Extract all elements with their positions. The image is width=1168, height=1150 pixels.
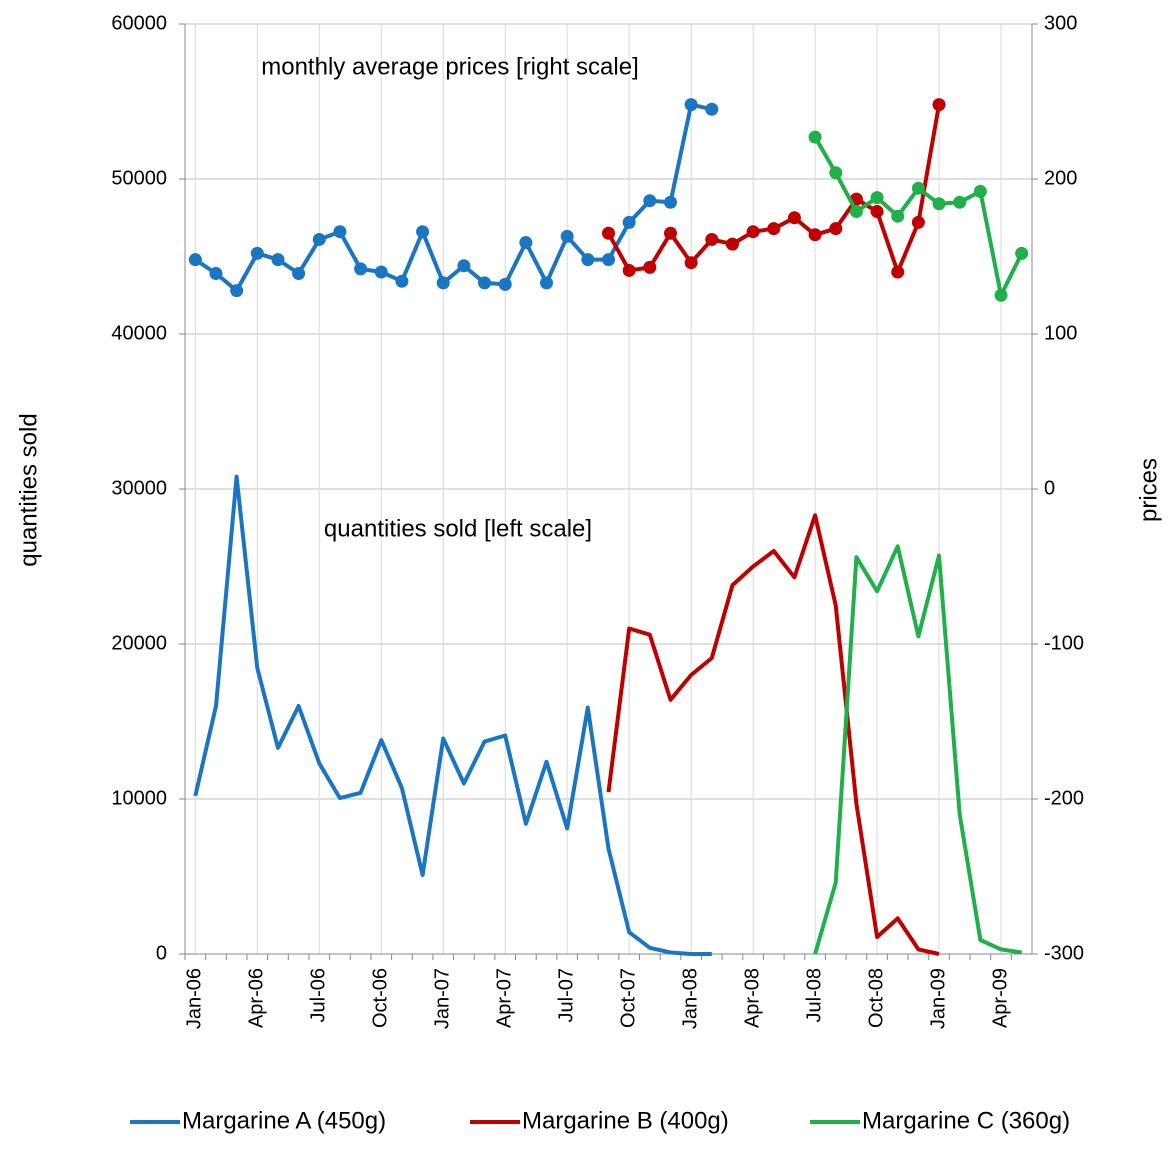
y-axis-label: quantities sold xyxy=(15,413,42,566)
point-marker xyxy=(932,197,946,211)
point-marker xyxy=(333,225,347,239)
point-marker xyxy=(643,260,657,274)
x-tick-label: Jan-08 xyxy=(679,968,701,1029)
point-marker xyxy=(746,225,760,239)
series-line xyxy=(606,104,941,274)
point-marker xyxy=(581,253,595,267)
point-marker xyxy=(354,262,368,276)
point-marker xyxy=(622,263,636,277)
point-marker xyxy=(395,274,409,288)
x-tick-label: Jul-07 xyxy=(555,968,577,1022)
point-marker xyxy=(540,276,554,290)
y2-tick-label: 200 xyxy=(1044,167,1077,189)
x-tick-label: Oct-08 xyxy=(865,968,887,1028)
y2-tick-label: 100 xyxy=(1044,322,1077,344)
x-tick-label: Jan-09 xyxy=(927,968,949,1029)
x-tick-label: Jul-08 xyxy=(803,968,825,1022)
point-marker xyxy=(787,211,801,225)
point-marker xyxy=(416,225,430,239)
point-marker xyxy=(870,205,884,219)
x-tick-label: Apr-08 xyxy=(741,968,763,1028)
x-tick-label: Apr-07 xyxy=(493,968,515,1028)
point-marker xyxy=(767,222,781,236)
point-marker xyxy=(663,195,677,209)
y-tick-label: 0 xyxy=(156,942,167,964)
point-marker xyxy=(436,276,450,290)
point-marker xyxy=(292,267,306,281)
x-tick-label: Oct-06 xyxy=(370,968,392,1028)
y2-tick-label: -200 xyxy=(1044,787,1084,809)
y-tick-label: 50000 xyxy=(111,167,167,189)
y-tick-label: 40000 xyxy=(111,322,167,344)
point-marker xyxy=(312,232,326,246)
y-tick-label: 30000 xyxy=(111,477,167,499)
x-tick-label: Jan-06 xyxy=(184,968,206,1029)
point-marker xyxy=(478,276,492,290)
point-marker xyxy=(188,253,202,267)
annotation: quantities sold [left scale] xyxy=(324,515,592,542)
series-line xyxy=(606,513,940,956)
point-marker xyxy=(602,253,615,267)
point-marker xyxy=(911,181,925,195)
point-marker xyxy=(829,222,843,236)
y2-axis-label: prices xyxy=(1135,458,1162,522)
point-marker xyxy=(663,226,677,240)
legend-label: Margarine C (360g) xyxy=(862,1107,1070,1134)
point-marker xyxy=(643,194,657,208)
series-line xyxy=(813,544,1022,955)
y2-tick-label: 0 xyxy=(1044,477,1055,499)
point-marker xyxy=(705,102,719,116)
y-tick-label: 20000 xyxy=(111,632,167,654)
point-marker xyxy=(829,166,843,180)
point-marker xyxy=(519,236,533,250)
point-marker xyxy=(457,259,471,273)
point-marker xyxy=(808,228,822,242)
y-tick-label: 10000 xyxy=(111,787,167,809)
point-marker xyxy=(725,237,739,251)
x-tick-label: Apr-06 xyxy=(246,968,268,1028)
y2-tick-label: -100 xyxy=(1044,632,1084,654)
legend-label: Margarine B (400g) xyxy=(522,1107,729,1134)
y-tick-label: 60000 xyxy=(111,12,167,34)
point-marker xyxy=(271,253,285,267)
x-tick-label: Jan-07 xyxy=(432,968,454,1029)
y2-tick-label: 300 xyxy=(1044,12,1077,34)
point-marker xyxy=(994,288,1008,302)
point-marker xyxy=(953,195,967,209)
y2-tick-label: -300 xyxy=(1044,942,1084,964)
point-marker xyxy=(250,246,264,260)
point-marker xyxy=(374,265,388,279)
point-marker xyxy=(870,191,884,205)
point-marker xyxy=(230,284,244,298)
point-marker xyxy=(705,232,719,246)
point-marker xyxy=(602,226,615,240)
point-marker xyxy=(684,98,698,112)
x-tick-label: Oct-07 xyxy=(617,968,639,1028)
point-marker xyxy=(911,215,925,229)
x-tick-label: Apr-09 xyxy=(989,968,1011,1028)
point-marker xyxy=(622,215,636,229)
point-marker xyxy=(849,205,863,219)
point-marker xyxy=(973,184,987,198)
point-marker xyxy=(560,229,574,243)
point-marker xyxy=(209,267,223,281)
point-marker xyxy=(684,256,698,270)
annotation: monthly average prices [right scale] xyxy=(261,53,639,80)
series-line xyxy=(193,474,712,956)
point-marker xyxy=(891,265,905,279)
point-marker xyxy=(808,130,822,144)
point-marker xyxy=(1015,246,1029,260)
x-tick-label: Jul-06 xyxy=(308,968,330,1022)
point-marker xyxy=(498,277,512,291)
point-marker xyxy=(932,98,946,112)
legend-label: Margarine A (450g) xyxy=(182,1107,386,1134)
point-marker xyxy=(891,209,905,223)
